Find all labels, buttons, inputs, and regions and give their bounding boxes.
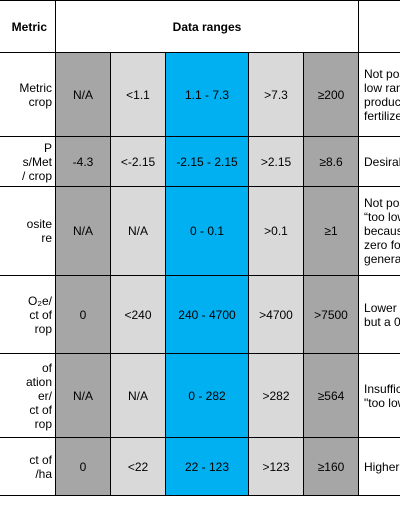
note-line: Lower valu: [364, 300, 400, 315]
data-ranges-table: Metric Data ranges Metric crop N/A <1.1 1.1 …: [0, 0, 400, 496]
metric-line: O₂e/: [28, 293, 52, 308]
range-cell-4: >4700: [248, 275, 304, 354]
note-line: productio: [364, 94, 400, 109]
note-line: zero food: [364, 238, 400, 252]
metric-line: ct of: [29, 452, 52, 467]
note-cell: Not possiblow rangeproductiofertilizer a: [358, 52, 400, 137]
note-line: Not possib: [364, 66, 400, 81]
range-cell-2: N/A: [110, 186, 166, 276]
metric-header: Metric: [0, 0, 56, 53]
metric-cell: O₂e/ct of rop: [0, 275, 56, 354]
note-cell: Lower valubut a 0 is r: [358, 275, 400, 354]
range-cell-1: 0: [55, 437, 111, 496]
range-cell-4: >123: [248, 437, 304, 496]
range-cell-2: <-2.15: [110, 136, 166, 187]
metric-line: Metric: [19, 80, 52, 95]
metric-line: rop: [34, 321, 52, 336]
range-cell-2: <22: [110, 437, 166, 496]
header-row: Metric Data ranges: [0, 0, 400, 53]
range-cell-4: >0.1: [248, 186, 304, 276]
note-line: fertilizer a: [364, 108, 400, 123]
data-ranges-header: Data ranges: [54, 0, 360, 53]
range-cell-1: 0: [55, 275, 111, 354]
range-cell-1: -4.3: [55, 136, 111, 187]
metric-line: of: [41, 360, 52, 375]
range-cell-2: <240: [110, 275, 166, 354]
note-cell: Not possib“too low”because itzero foodge…: [358, 186, 400, 276]
note-line: Not possib: [364, 196, 400, 210]
range-cell-4: >2.15: [248, 136, 304, 187]
metric-line: ct of: [29, 307, 52, 322]
note-line: generatio: [364, 252, 400, 266]
note-line: low range: [364, 80, 400, 95]
metric-line: crop: [28, 94, 52, 109]
range-cell-target: -2.15 - 2.15: [165, 136, 249, 187]
note-line: Insufficien: [364, 381, 400, 396]
range-cell-1: N/A: [55, 186, 111, 276]
metric-line: / crop: [21, 168, 52, 183]
note-line: Desirable: [364, 154, 400, 169]
note-line: because it: [364, 224, 400, 238]
metric-line: re: [41, 231, 52, 245]
range-cell-5: ≥1: [302, 186, 360, 276]
range-cell-target: 22 - 123: [165, 437, 249, 496]
note-cell: Higher val: [358, 437, 400, 496]
metric-line: s/Met: [22, 154, 52, 169]
table-row: of ation er/ct of rop N/A N/A 0 - 282 >282 ≥564 I…: [0, 353, 400, 438]
range-cell-2: N/A: [110, 353, 166, 438]
metric-line: P: [43, 140, 52, 155]
range-cell-target: 1.1 - 7.3: [165, 52, 249, 137]
range-cell-5: ≥8.6: [302, 136, 360, 187]
range-cell-target: 0 - 0.1: [165, 186, 249, 276]
metric-cell: of ation er/ct of rop: [0, 353, 56, 438]
metric-line: er/: [37, 388, 52, 403]
note-line: Higher val: [364, 459, 400, 474]
metric-cell: ct of/ha: [0, 437, 56, 496]
range-cell-1: N/A: [55, 353, 111, 438]
metric-line: /ha: [35, 466, 52, 481]
range-cell-5: ≥160: [302, 437, 360, 496]
metric-line: osite: [26, 217, 52, 231]
table-row: O₂e/ct of rop 0 <240 240 - 4700 >4700 >7500 Low…: [0, 275, 400, 354]
metric-line: ation: [25, 374, 52, 389]
note-cell: Desirable: [358, 136, 400, 187]
range-cell-4: >7.3: [248, 52, 304, 137]
range-cell-5: >7500: [302, 275, 360, 354]
metric-cell: Metric crop: [0, 52, 56, 137]
note-line: “too low”: [364, 210, 400, 224]
notes-header: [358, 0, 400, 53]
metric-cell: osite re: [0, 186, 56, 276]
range-cell-5: ≥200: [302, 52, 360, 137]
metric-line: ct of: [29, 402, 52, 417]
range-cell-target: 240 - 4700: [165, 275, 249, 354]
metric-line: rop: [34, 416, 52, 431]
note-cell: Insufficien"too low": [358, 353, 400, 438]
range-cell-target: 0 - 282: [165, 353, 249, 438]
range-cell-1: N/A: [55, 52, 111, 137]
note-line: but a 0 is r: [364, 314, 400, 329]
table-row: Metric crop N/A <1.1 1.1 - 7.3 >7.3 ≥200 Not po…: [0, 52, 400, 137]
range-cell-5: ≥564: [302, 353, 360, 438]
note-line: "too low": [364, 395, 400, 410]
range-cell-4: >282: [248, 353, 304, 438]
range-cell-2: <1.1: [110, 52, 166, 137]
